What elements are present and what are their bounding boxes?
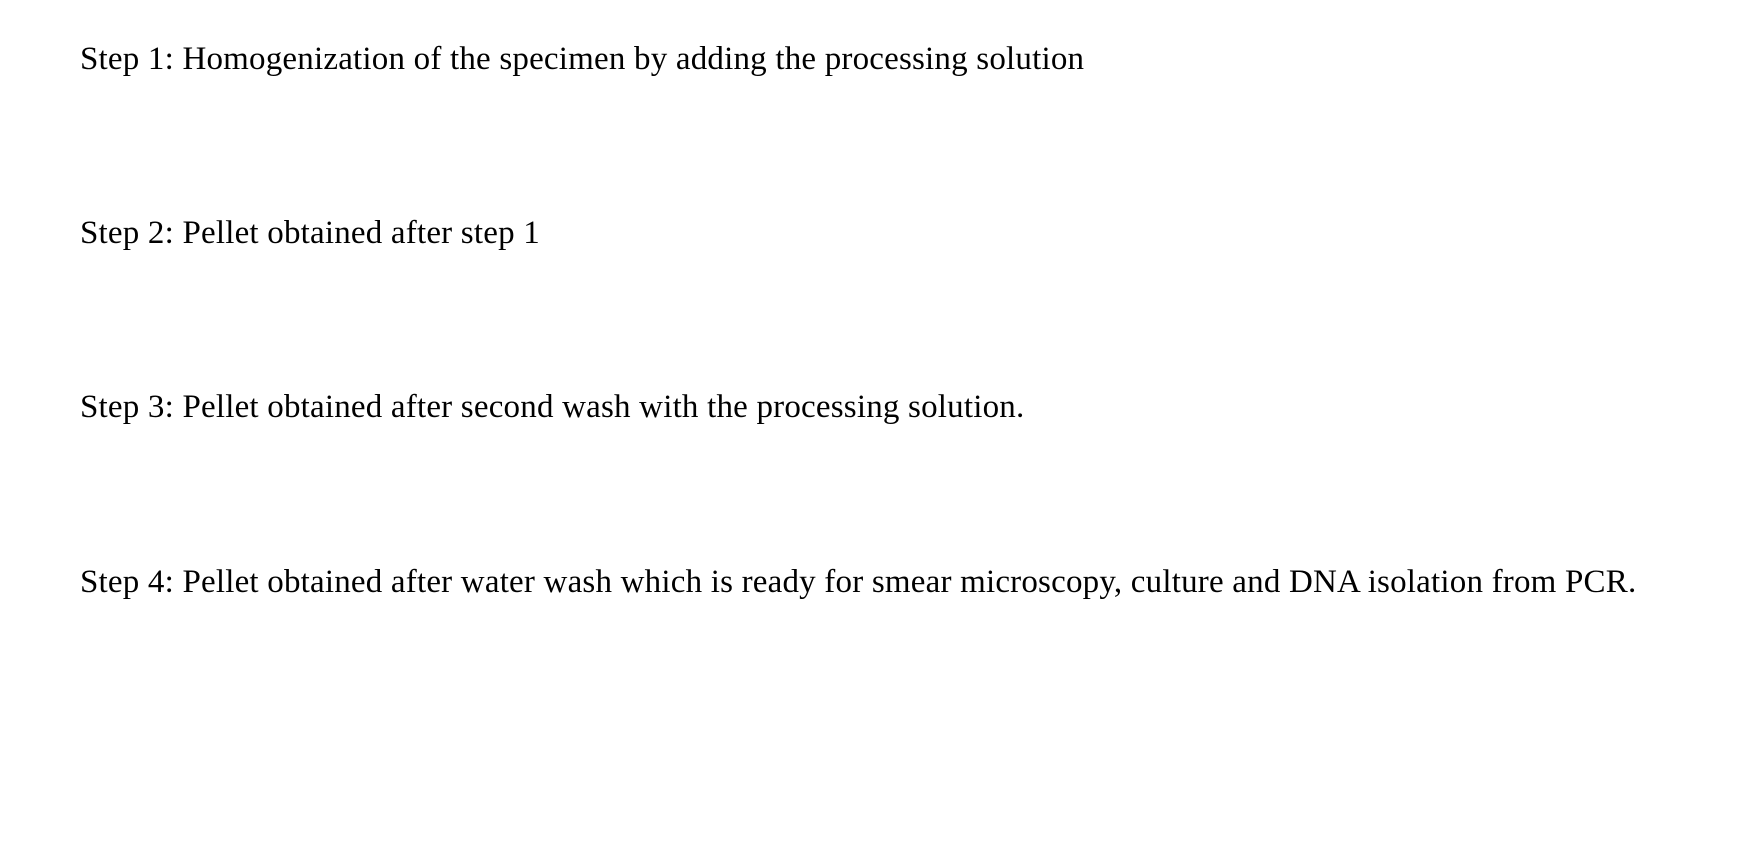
step-2: Step 2: Pellet obtained after step 1 — [80, 194, 1666, 273]
step-3-label: Step 3: — [80, 389, 182, 425]
step-2-text: Pellet obtained after step 1 — [182, 215, 539, 251]
step-1-label: Step 1: — [80, 41, 182, 77]
step-4-label: Step 4: — [80, 564, 182, 600]
step-3-text: Pellet obtained after second wash with t… — [182, 389, 1024, 425]
document-page: Step 1: Homogenization of the specimen b… — [0, 0, 1746, 642]
step-4-text: Pellet obtained after water wash which i… — [182, 564, 1636, 600]
step-2-label: Step 2: — [80, 215, 182, 251]
step-4: Step 4: Pellet obtained after water wash… — [80, 543, 1666, 622]
step-3: Step 3: Pellet obtained after second was… — [80, 368, 1666, 447]
step-1: Step 1: Homogenization of the specimen b… — [80, 20, 1666, 99]
step-1-text: Homogenization of the specimen by adding… — [182, 41, 1084, 77]
